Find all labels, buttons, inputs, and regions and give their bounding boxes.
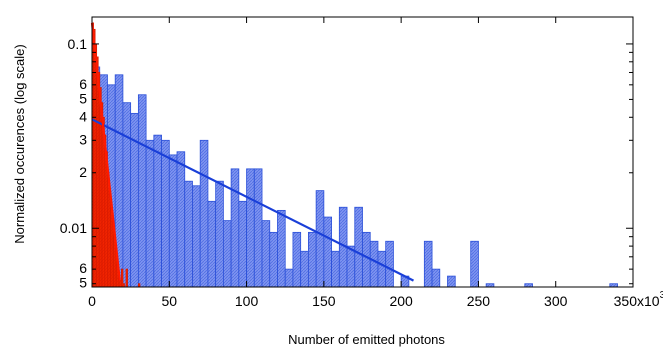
x-tick-label: 0 [88, 293, 96, 309]
x-tick-label: 200 [389, 293, 413, 309]
blue-histogram-bar [284, 268, 294, 288]
x-axis-multiplier: x103 [637, 290, 663, 309]
y-tick-label: 5 [79, 275, 87, 291]
y-tick-label: 6 [79, 260, 87, 276]
y-tick-label: 4 [79, 108, 87, 124]
blue-histogram-bar [145, 139, 155, 288]
blue-histogram-bar [447, 275, 456, 288]
blue-histogram-bar [261, 220, 271, 288]
blue-histogram-bar [331, 250, 340, 288]
blue-histogram-bar [161, 139, 170, 288]
blue-histogram-bar [423, 240, 433, 288]
blue-histogram-bar [315, 190, 325, 288]
red-fit-line [90, 22, 121, 281]
x-tick-label: 150 [312, 293, 336, 309]
blue-histogram-bar [470, 240, 479, 288]
blue-histogram-bar [346, 245, 356, 288]
x-tick-label: 250 [467, 293, 491, 309]
blue-histogram-bar [323, 216, 332, 288]
y-tick-label: 6 [79, 76, 87, 92]
blue-histogram-bar [199, 139, 209, 288]
blue-histogram-bar [269, 231, 278, 288]
blue-histogram-bar [246, 168, 255, 288]
blue-histogram-bar [192, 185, 201, 288]
blue-histogram-bar [238, 200, 247, 288]
blue-histogram [91, 66, 618, 288]
blue-histogram-bar [153, 134, 162, 288]
y-tick-label: 5 [79, 90, 87, 106]
blue-histogram-bar [277, 209, 286, 288]
blue-histogram-bar [300, 250, 309, 288]
y-tick-label: 3 [79, 131, 87, 147]
plot-frame [91, 16, 634, 288]
blue-histogram-bar [292, 231, 302, 288]
blue-histogram-bar [215, 180, 224, 288]
fit-lines [90, 22, 415, 282]
blue-histogram-bar [122, 102, 132, 288]
x-axis-ticks: 0 50 100 150 200 250 300 350 [88, 17, 637, 309]
blue-histogram-bar [431, 268, 441, 288]
x-axis-multiplier-base: x10 [637, 293, 660, 309]
y-tick-label: 0.1 [68, 36, 88, 52]
y-tick-label: 0.01 [60, 220, 87, 236]
blue-histogram-bar [222, 220, 232, 288]
y-tick-label: 2 [79, 164, 87, 180]
blue-histogram-bar [354, 206, 363, 288]
blue-histogram-bar [307, 231, 317, 288]
red-histogram-bar [125, 268, 128, 288]
blue-histogram-bar [253, 168, 263, 288]
blue-histogram-bar [362, 231, 371, 288]
x-tick-label: 300 [544, 293, 568, 309]
x-tick-label: 350 [614, 293, 638, 309]
blue-histogram-bar [230, 168, 240, 288]
y-axis-label: Normalized occurences (log scale) [12, 44, 27, 243]
x-axis-label: Number of emitted photons [288, 332, 445, 347]
blue-fit-line [91, 118, 415, 282]
x-tick-label: 50 [161, 293, 177, 309]
blue-histogram-bar [207, 200, 217, 288]
blue-histogram-bar [176, 151, 186, 288]
x-tick-label: 100 [235, 293, 259, 309]
x-axis-multiplier-exponent: 3 [660, 290, 663, 301]
blue-histogram-bar [137, 94, 147, 288]
blue-histogram-bar [385, 240, 394, 288]
blue-histogram-bar [369, 240, 379, 288]
blue-histogram-bar [184, 180, 193, 288]
blue-histogram-bar [377, 250, 387, 288]
blue-histogram-bar [168, 154, 178, 288]
